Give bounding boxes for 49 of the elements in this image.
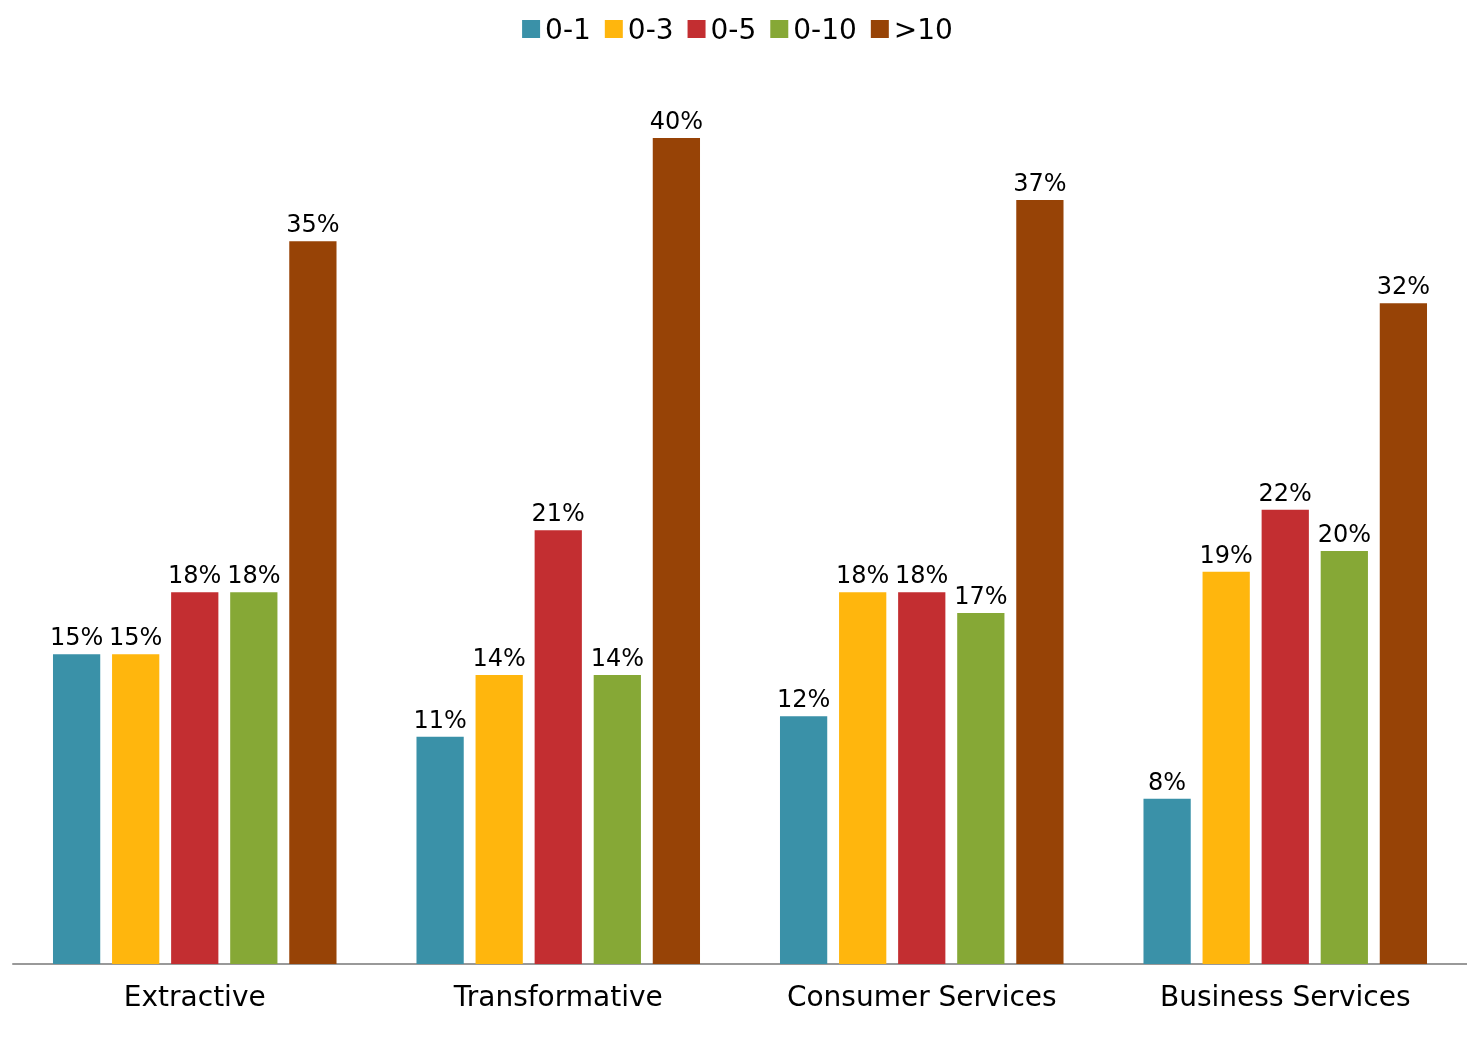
bar: [652, 138, 701, 964]
data-label: 37%: [1013, 168, 1067, 197]
bar: [1261, 509, 1309, 964]
data-label: 40%: [649, 107, 704, 135]
data-label: 11%: [413, 705, 467, 734]
data-label: 17%: [954, 581, 1008, 610]
data-label: 14%: [590, 643, 644, 672]
bar: [779, 716, 828, 964]
x-tick-label: Extractive: [123, 979, 266, 1013]
data-label: 18%: [227, 561, 281, 590]
bar: [289, 241, 337, 964]
legend-label: 0-1: [545, 12, 591, 46]
bar: [230, 592, 278, 964]
bar: [534, 530, 582, 964]
data-label: 32%: [1376, 272, 1431, 301]
data-label: 12%: [776, 685, 831, 714]
bar: [171, 592, 219, 964]
bar: [957, 612, 1005, 964]
bar: [1143, 798, 1191, 964]
legend-label: 0-5: [710, 12, 757, 46]
x-tick-label: Business Services: [1160, 979, 1411, 1013]
data-label: 19%: [1199, 540, 1253, 569]
legend-label: 0-10: [793, 12, 857, 46]
data-label: 15%: [109, 623, 163, 652]
legend-label: >10: [893, 12, 953, 46]
data-label: 20%: [1317, 520, 1371, 548]
bar: [1320, 551, 1368, 964]
bar: [1379, 303, 1428, 964]
bar: [1016, 199, 1064, 964]
data-label: 21%: [531, 499, 585, 528]
bar: [112, 654, 160, 964]
x-tick-label: Consumer Services: [786, 979, 1057, 1013]
data-label: 18%: [895, 561, 949, 590]
data-label: 8%: [1148, 767, 1187, 796]
data-label: 15%: [49, 623, 104, 652]
x-tick-label: Transformative: [452, 979, 663, 1013]
data-label: 14%: [472, 643, 526, 672]
bar: [475, 674, 523, 964]
bar: [898, 592, 946, 964]
data-label: 35%: [286, 210, 340, 239]
data-label: 18%: [836, 561, 890, 590]
bar: [416, 736, 464, 964]
data-label: 22%: [1258, 478, 1312, 507]
bar: [1202, 571, 1250, 964]
legend-label: 0-3: [627, 12, 674, 46]
bar: [52, 654, 101, 964]
data-label: 18%: [168, 561, 222, 590]
bar: [593, 674, 641, 964]
bar: [839, 592, 887, 964]
